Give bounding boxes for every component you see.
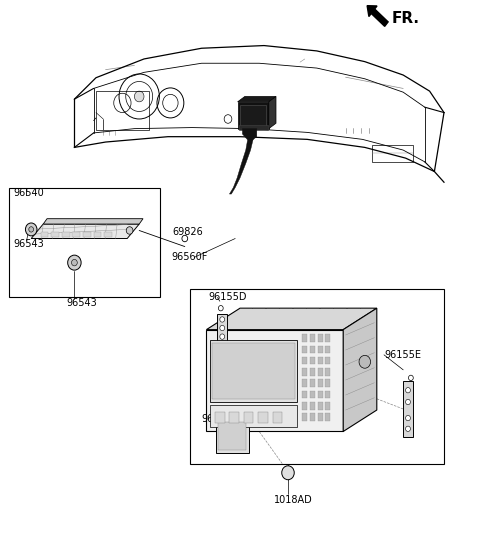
- Circle shape: [282, 466, 294, 480]
- Bar: [302, 334, 307, 342]
- Bar: [302, 413, 307, 421]
- Circle shape: [218, 306, 223, 311]
- Bar: [325, 402, 330, 410]
- Text: 96540: 96540: [13, 188, 44, 198]
- Bar: [83, 232, 91, 237]
- Circle shape: [359, 355, 371, 368]
- Bar: [9, 188, 160, 297]
- Circle shape: [72, 259, 77, 266]
- Bar: [244, 412, 253, 423]
- Bar: [325, 379, 330, 387]
- Bar: [41, 232, 48, 237]
- Bar: [325, 413, 330, 421]
- Text: 1018AD: 1018AD: [274, 495, 312, 504]
- Bar: [318, 368, 323, 376]
- Bar: [318, 379, 323, 387]
- Bar: [210, 340, 297, 402]
- Circle shape: [406, 426, 410, 431]
- Polygon shape: [31, 224, 139, 239]
- Bar: [72, 232, 80, 237]
- Bar: [240, 105, 266, 126]
- Bar: [302, 368, 307, 376]
- Bar: [318, 402, 323, 410]
- Polygon shape: [343, 308, 377, 431]
- Polygon shape: [238, 96, 276, 102]
- Bar: [218, 422, 246, 450]
- Bar: [318, 334, 323, 342]
- Bar: [325, 368, 330, 376]
- Text: 96155D: 96155D: [209, 293, 247, 302]
- Bar: [318, 357, 323, 364]
- Circle shape: [220, 317, 225, 322]
- Text: 96554A: 96554A: [202, 414, 239, 424]
- Circle shape: [134, 91, 144, 102]
- Circle shape: [406, 399, 410, 405]
- Bar: [310, 402, 315, 410]
- Bar: [104, 232, 112, 237]
- Text: 96543: 96543: [66, 298, 97, 308]
- Bar: [258, 412, 268, 423]
- Bar: [302, 391, 307, 398]
- FancyArrow shape: [367, 6, 388, 26]
- Circle shape: [25, 223, 37, 236]
- Bar: [302, 357, 307, 364]
- Polygon shape: [403, 381, 413, 437]
- Circle shape: [126, 227, 133, 234]
- Circle shape: [182, 235, 188, 242]
- Circle shape: [220, 334, 225, 339]
- Bar: [310, 391, 315, 398]
- Bar: [310, 413, 315, 421]
- Bar: [302, 346, 307, 353]
- Bar: [325, 346, 330, 353]
- Bar: [212, 343, 295, 399]
- Polygon shape: [242, 129, 257, 140]
- Bar: [239, 125, 268, 130]
- Bar: [310, 334, 315, 342]
- Polygon shape: [269, 96, 276, 129]
- Bar: [302, 402, 307, 410]
- Bar: [210, 405, 297, 427]
- Bar: [215, 412, 225, 423]
- Text: 96560F: 96560F: [172, 252, 208, 262]
- Bar: [325, 391, 330, 398]
- Circle shape: [406, 388, 410, 393]
- Bar: [302, 379, 307, 387]
- Circle shape: [220, 325, 225, 331]
- Text: 96155E: 96155E: [384, 350, 421, 360]
- Circle shape: [68, 255, 81, 270]
- Polygon shape: [238, 102, 269, 129]
- Bar: [325, 334, 330, 342]
- Bar: [94, 232, 101, 237]
- Bar: [206, 330, 343, 431]
- Bar: [216, 420, 249, 453]
- Bar: [51, 232, 59, 237]
- Polygon shape: [43, 219, 143, 224]
- Bar: [310, 368, 315, 376]
- Polygon shape: [217, 314, 227, 343]
- Bar: [190, 289, 444, 464]
- Polygon shape: [206, 308, 377, 330]
- Text: 96543: 96543: [13, 239, 44, 249]
- Bar: [310, 346, 315, 353]
- Bar: [318, 346, 323, 353]
- Bar: [318, 391, 323, 398]
- Bar: [310, 357, 315, 364]
- Bar: [318, 413, 323, 421]
- Bar: [229, 412, 239, 423]
- Circle shape: [29, 227, 34, 232]
- Bar: [96, 91, 149, 130]
- Circle shape: [406, 415, 410, 421]
- Bar: [372, 145, 413, 162]
- Text: 69826: 69826: [173, 227, 204, 237]
- Text: FR.: FR.: [391, 11, 419, 26]
- Bar: [273, 412, 282, 423]
- Bar: [310, 379, 315, 387]
- Circle shape: [408, 375, 413, 381]
- Bar: [62, 232, 70, 237]
- Polygon shape: [229, 130, 254, 194]
- Bar: [325, 357, 330, 364]
